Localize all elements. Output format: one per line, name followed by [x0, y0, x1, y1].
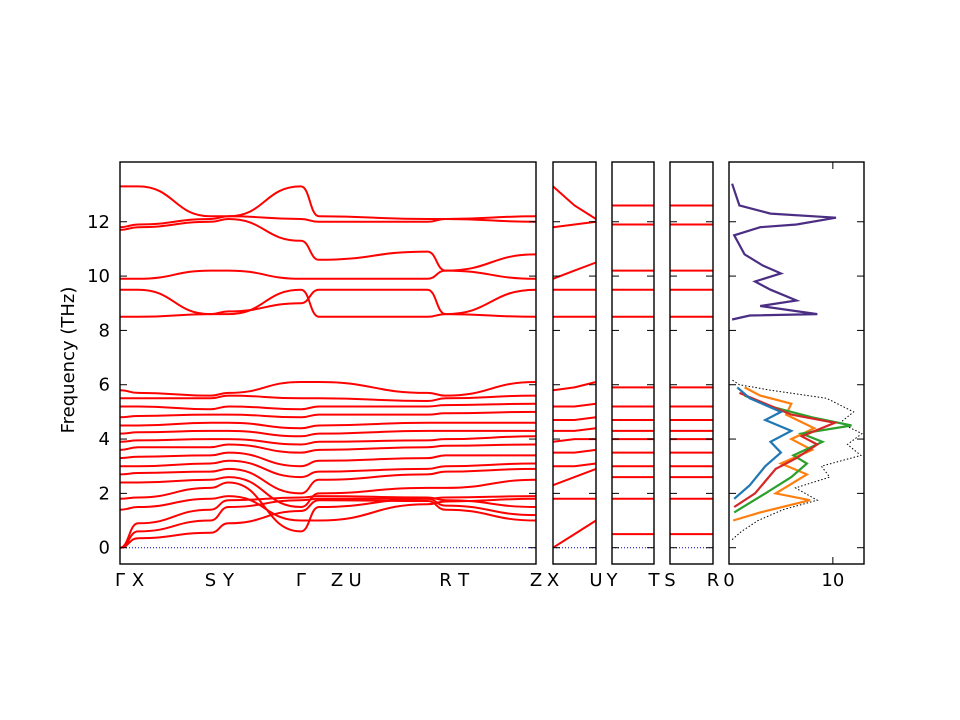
panel-frame-4: [728, 161, 865, 565]
dos-curve: [732, 386, 817, 522]
x-tick-label: Y: [606, 570, 619, 591]
band-line: [552, 519, 597, 549]
dos-curve: [733, 391, 839, 508]
band-line: [119, 381, 537, 397]
x-tick-label: X: [547, 570, 559, 591]
y-tick-label: 8: [99, 320, 110, 341]
band-line: [552, 467, 597, 487]
y-tick-label: 12: [87, 212, 110, 233]
band-line: [553, 416, 597, 421]
x-tick-label: S: [664, 570, 675, 591]
dos-curve: [730, 378, 863, 540]
band-line: [119, 443, 537, 454]
y-tick-label: 4: [99, 429, 110, 450]
x-tick-label: T: [457, 570, 470, 591]
y-tick-label: 0: [99, 538, 110, 559]
band-line: [119, 410, 537, 419]
y-axis-label: Frequency (THz): [58, 287, 79, 434]
x-tick-label: R: [707, 570, 720, 591]
band-line: [120, 402, 537, 411]
band-line: [119, 467, 537, 495]
y-tick-label: 10: [87, 266, 110, 287]
x-tick-label: X: [132, 570, 144, 591]
band-line: [552, 261, 597, 280]
panel-frame-3: [669, 161, 714, 565]
x-tick-label: T: [648, 570, 661, 591]
panel-frame-1: [552, 161, 597, 565]
band-line: [119, 499, 537, 549]
y-tick-label: 6: [99, 375, 110, 396]
band-line: [552, 185, 597, 220]
dos-curve: [731, 183, 837, 321]
band-line: [553, 402, 597, 408]
band-line: [553, 448, 597, 454]
x-tick-label: 0: [723, 570, 734, 591]
band-line: [119, 435, 537, 446]
x-tick-labels: Γ X S Y Γ Z U R T Z X U Y T S R 0 10: [115, 570, 844, 591]
band-line: [119, 451, 536, 468]
band-line: [119, 497, 537, 549]
x-tick-label: Z: [530, 570, 542, 591]
band-line: [552, 381, 597, 392]
dos-curve: [733, 394, 852, 514]
x-tick-label: Z: [331, 570, 343, 591]
band-line: [119, 481, 537, 533]
band-line: [552, 220, 597, 229]
x-tick-label: Y: [222, 570, 235, 591]
dos-curve: [733, 386, 794, 500]
band-line: [119, 495, 537, 549]
band-line: [119, 495, 537, 522]
y-tick-labels: 0 2 4 6 8 10 12: [87, 212, 110, 559]
x-tick-label: 10: [821, 570, 844, 591]
x-tick-label: S: [205, 570, 216, 591]
band-line: [552, 438, 596, 443]
band-line: [553, 427, 597, 432]
x-tick-label: Γ: [115, 570, 125, 591]
x-tick-label: U: [589, 570, 602, 591]
band-line: [553, 462, 597, 468]
panel-frame-2: [611, 161, 655, 565]
x-tick-label: Γ: [296, 570, 306, 591]
band-line: [119, 429, 536, 438]
panel-frame-0: [119, 161, 537, 565]
band-line: [119, 217, 537, 272]
panels: [119, 161, 865, 565]
y-tick-label: 2: [99, 483, 110, 504]
band-line: [120, 476, 537, 509]
band-line: [120, 288, 537, 318]
x-tick-label: R: [439, 570, 452, 591]
band-line: [120, 421, 536, 430]
band-line: [120, 394, 537, 403]
x-tick-label: U: [349, 570, 362, 591]
band-line: [120, 269, 537, 280]
band-line: [119, 459, 537, 479]
band-line: [119, 288, 537, 316]
band-line: [120, 185, 537, 220]
